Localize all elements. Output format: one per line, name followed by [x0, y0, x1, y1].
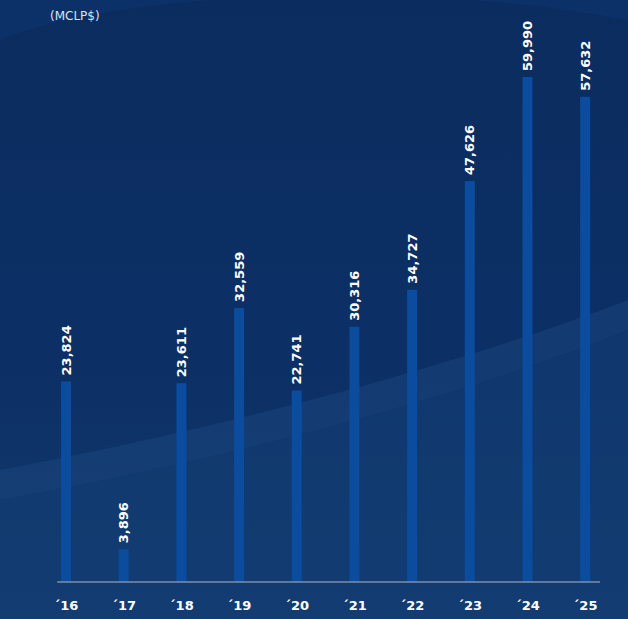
- data-label: 30,316: [347, 271, 362, 321]
- bar: [292, 391, 302, 582]
- data-label: 47,626: [462, 125, 477, 175]
- bar: [119, 549, 129, 582]
- x-tick-label: ´22: [400, 598, 425, 613]
- data-label: 22,741: [289, 334, 304, 384]
- background-shape: [0, 330, 628, 619]
- data-label: 34,727: [405, 233, 420, 283]
- x-tick-label: ´21: [342, 598, 367, 613]
- x-tick-label: ´17: [111, 598, 136, 613]
- data-label: 59,990: [520, 21, 535, 71]
- data-label: 57,632: [578, 41, 593, 91]
- bar: [234, 308, 244, 582]
- bar: [176, 383, 186, 582]
- data-label: 23,824: [59, 325, 74, 375]
- x-tick-label: ´24: [515, 598, 540, 613]
- chart-root: (MCLP$) 23,824 3,896 23,611 32,559 22,741 30,3…: [0, 0, 628, 619]
- bar: [522, 77, 532, 582]
- x-tick-label: ´23: [458, 598, 483, 613]
- y-axis-label: (MCLP$): [50, 9, 100, 23]
- x-tick-label: ´18: [169, 598, 194, 613]
- data-label: 23,611: [174, 327, 189, 377]
- x-tick-label: ´25: [573, 598, 598, 613]
- bar: [407, 290, 417, 582]
- x-tick-label: ´19: [227, 598, 252, 613]
- bar: [465, 181, 475, 582]
- background: [0, 0, 628, 619]
- data-label: 3,896: [116, 502, 131, 543]
- bar: [580, 97, 590, 582]
- data-label: 32,559: [232, 252, 247, 302]
- bars: [61, 77, 590, 582]
- bar: [61, 381, 71, 582]
- x-tick-label: ´20: [284, 598, 309, 613]
- x-axis-line: [57, 582, 600, 583]
- chart: (MCLP$) 23,824 3,896 23,611 32,559 22,741 30,3…: [0, 0, 628, 619]
- bar: [349, 327, 359, 582]
- x-tick-label: ´16: [54, 598, 79, 613]
